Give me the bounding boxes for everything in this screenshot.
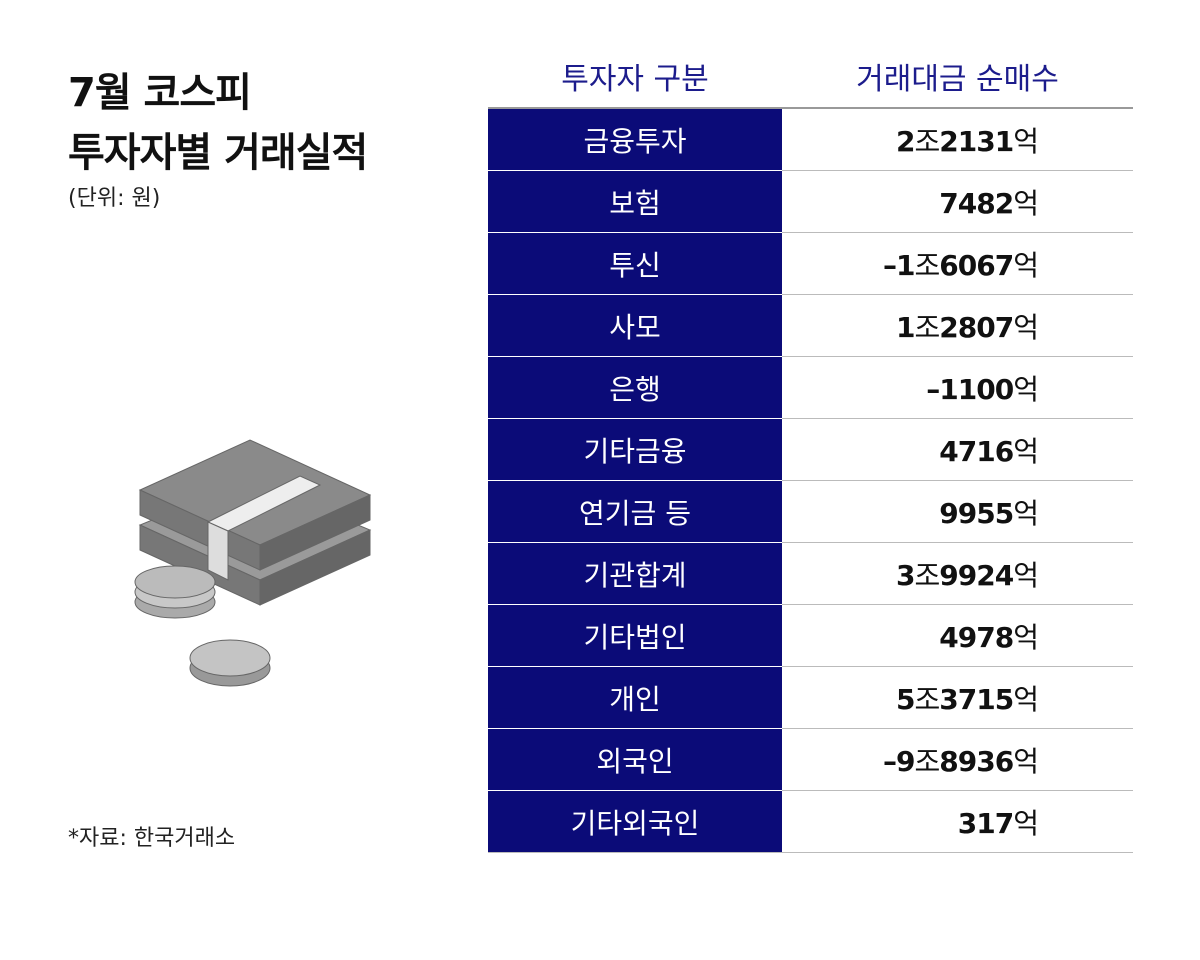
table-row: 기타법인 4978억 bbox=[488, 604, 1133, 667]
investor-type: 외국인 bbox=[488, 728, 782, 791]
net-purchase: 7482억 bbox=[782, 170, 1133, 233]
investor-type: 투신 bbox=[488, 232, 782, 295]
investor-type: 보험 bbox=[488, 170, 782, 233]
net-purchase: –1조6067억 bbox=[782, 232, 1133, 295]
header-row: 투자자 구분 거래대금 순매수 bbox=[488, 45, 1133, 109]
table-row: 기타금융 4716억 bbox=[488, 418, 1133, 481]
investor-type: 기타외국인 bbox=[488, 790, 782, 853]
table-row: 개인 5조3715억 bbox=[488, 666, 1133, 729]
investor-type: 금융투자 bbox=[488, 108, 782, 171]
net-purchase: 4978억 bbox=[782, 604, 1133, 667]
investor-type: 기타법인 bbox=[488, 604, 782, 667]
column-header: 투자자 구분 bbox=[488, 45, 782, 109]
investor-type: 개인 bbox=[488, 666, 782, 729]
table-row: 은행 –1100억 bbox=[488, 356, 1133, 419]
net-purchase: 9955억 bbox=[782, 480, 1133, 543]
investor-type: 은행 bbox=[488, 356, 782, 419]
net-purchase: 4716억 bbox=[782, 418, 1133, 481]
table-row: 기타외국인 317억 bbox=[488, 790, 1133, 853]
title-line: 7월 코스피 bbox=[68, 70, 252, 116]
table-row: 보험 7482억 bbox=[488, 170, 1133, 233]
table-row: 외국인 –9조8936억 bbox=[488, 728, 1133, 791]
unit-note: (단위: 원) bbox=[68, 186, 161, 211]
net-purchase: 5조3715억 bbox=[782, 666, 1133, 729]
investor-type: 기관합계 bbox=[488, 542, 782, 605]
money-illustration bbox=[134, 439, 372, 687]
net-purchase: –9조8936억 bbox=[782, 728, 1133, 791]
net-purchase: 2조2131억 bbox=[782, 108, 1133, 171]
net-purchase: 3조9924억 bbox=[782, 542, 1133, 605]
table-row: 금융투자 2조2131억 bbox=[488, 108, 1133, 171]
net-purchase: –1100억 bbox=[782, 356, 1133, 419]
net-purchase: 317억 bbox=[782, 790, 1133, 853]
table-row: 사모 1조2807억 bbox=[488, 294, 1133, 357]
investor-type: 연기금 등 bbox=[488, 480, 782, 543]
table-row: 투신 –1조6067억 bbox=[488, 232, 1133, 295]
net-purchase: 1조2807억 bbox=[782, 294, 1133, 357]
data-table: 투자자 구분 거래대금 순매수 금융투자 2조2131억 보험 7482억 투신 –1조6… bbox=[488, 45, 1133, 853]
source-note: *자료: 한국거래소 bbox=[68, 826, 236, 851]
title-line: 투자자별 거래실적 bbox=[68, 130, 368, 176]
investor-type: 사모 bbox=[488, 294, 782, 357]
table-row: 연기금 등 9955억 bbox=[488, 480, 1133, 543]
investor-type: 기타금융 bbox=[488, 418, 782, 481]
column-header: 거래대금 순매수 bbox=[782, 45, 1133, 109]
table-row: 기관합계 3조9924억 bbox=[488, 542, 1133, 605]
